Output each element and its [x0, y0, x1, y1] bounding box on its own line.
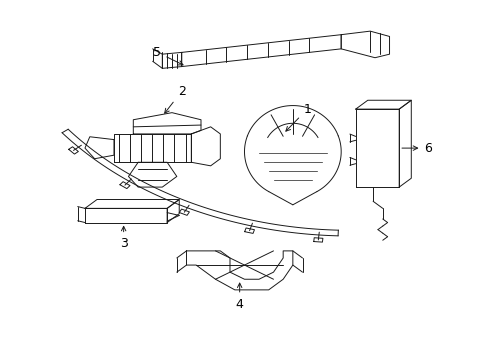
Text: 5: 5: [153, 46, 183, 65]
Text: 3: 3: [120, 226, 127, 250]
Text: 4: 4: [235, 283, 243, 311]
Text: 6: 6: [401, 141, 431, 154]
Text: 2: 2: [164, 85, 185, 113]
Text: 1: 1: [285, 103, 311, 131]
